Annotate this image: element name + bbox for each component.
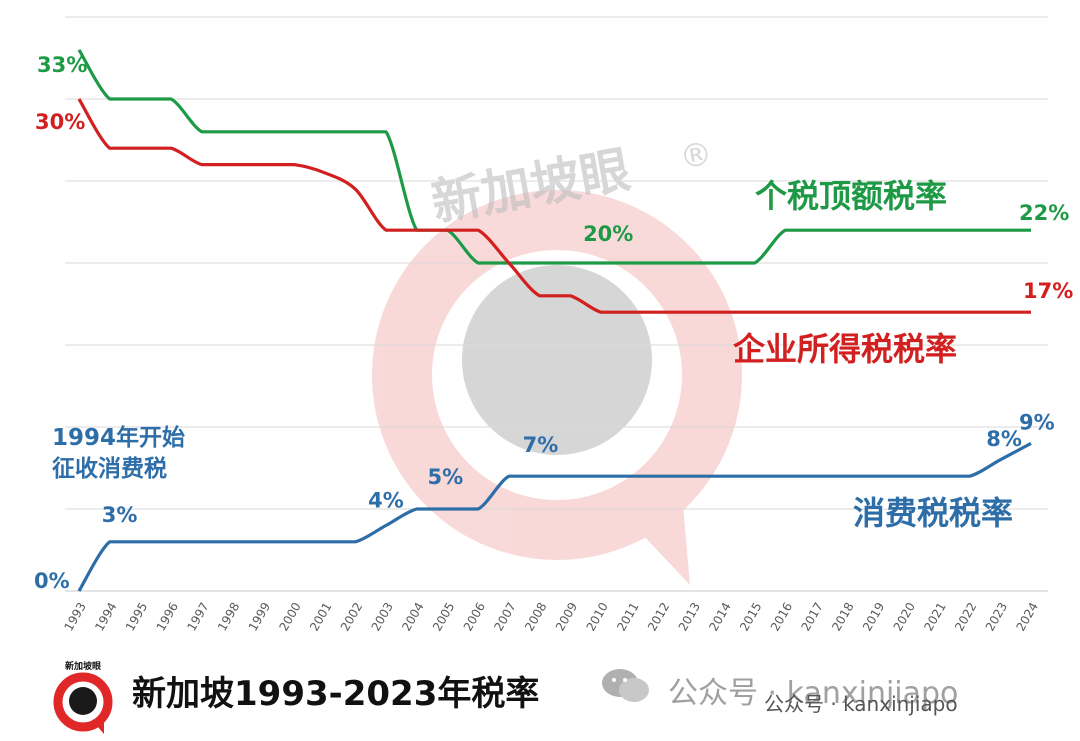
point-label: 0% bbox=[34, 569, 70, 593]
annotation-line-2: 征收消费税 bbox=[52, 455, 167, 482]
watermark-logo bbox=[372, 190, 742, 585]
point-label: 5% bbox=[428, 465, 464, 489]
point-label: 7% bbox=[523, 433, 559, 457]
x-tick-label: 1994 bbox=[92, 600, 119, 633]
x-tick-label: 2008 bbox=[522, 600, 549, 633]
x-tick-label: 2016 bbox=[768, 600, 795, 633]
point-label: 8% bbox=[986, 427, 1022, 451]
footer: 新加坡眼 新加坡1993-2023年税率 公众号 · kanxinjiapo 公… bbox=[0, 648, 1080, 741]
series-line-gst bbox=[77, 441, 1032, 592]
series-label-income-tax: 个税顶额税率 bbox=[755, 177, 947, 215]
x-tick-label: 1999 bbox=[246, 600, 273, 633]
x-tick-label: 2024 bbox=[1013, 600, 1040, 633]
x-tick-label: 2001 bbox=[307, 600, 334, 633]
point-label: 22% bbox=[1019, 201, 1069, 225]
x-tick-label: 2014 bbox=[706, 600, 733, 633]
series-line-corporate-tax bbox=[77, 98, 1031, 314]
x-tick-label: 2013 bbox=[676, 600, 703, 633]
series-label-gst: 消费税税率 bbox=[853, 494, 1013, 532]
x-tick-label: 2011 bbox=[614, 600, 641, 633]
x-tick-label: 2010 bbox=[584, 600, 611, 633]
annotation-line-1: 1994年开始 bbox=[52, 424, 185, 451]
x-tick-label: 2012 bbox=[645, 600, 672, 633]
point-label: 4% bbox=[368, 488, 404, 512]
x-tick-label: 2019 bbox=[860, 600, 887, 633]
footer-title: 新加坡1993-2023年税率 bbox=[132, 674, 540, 714]
logo-icon: 新加坡眼 bbox=[53, 660, 113, 734]
point-label: 20% bbox=[583, 222, 633, 246]
point-labels: 33% 20% 22% 30% 17% 0% 3% 4% 5% 7% 8%9% bbox=[34, 53, 1073, 593]
x-tick-label: 2003 bbox=[369, 600, 396, 633]
watermark-registered-icon: ® bbox=[677, 134, 715, 177]
point-label: 33% bbox=[37, 53, 87, 77]
gridlines bbox=[65, 16, 1048, 592]
point-label: 17% bbox=[1023, 279, 1073, 303]
x-tick-label: 2002 bbox=[338, 600, 365, 633]
x-tick-label: 2017 bbox=[799, 600, 826, 633]
point-label: 30% bbox=[35, 110, 85, 134]
x-tick-label: 2015 bbox=[737, 600, 764, 633]
series-line-income-tax bbox=[77, 48, 1031, 265]
x-tick-label: 2004 bbox=[399, 600, 426, 633]
x-tick-label: 2009 bbox=[553, 600, 580, 633]
x-tick-label: 2006 bbox=[461, 600, 488, 633]
watermark-account: 公众号 · kanxinjiapo bbox=[668, 676, 959, 711]
x-tick-label: 2021 bbox=[921, 600, 948, 633]
x-tick-label: 1996 bbox=[154, 600, 181, 633]
x-tick-label: 1995 bbox=[123, 600, 150, 633]
wechat-icon bbox=[602, 669, 649, 702]
logo-text: 新加坡眼 bbox=[65, 660, 101, 672]
point-label: 3% bbox=[102, 503, 138, 527]
x-axis-ticks: 1993 1994 1995 1996 1997 1998 1999 2000 2001 2002… bbox=[61, 600, 1040, 633]
x-tick-label: 2023 bbox=[983, 600, 1010, 633]
x-tick-label: 1998 bbox=[215, 600, 242, 633]
series-layer bbox=[77, 48, 1032, 592]
series-label-corporate-tax: 企业所得税税率 bbox=[733, 330, 957, 368]
chart: 新加坡眼 ® 1993 1994 1995 1996 1997 1998 1999 2000 2… bbox=[34, 16, 1073, 634]
x-tick-label: 2007 bbox=[491, 600, 518, 633]
x-tick-label: 1993 bbox=[61, 600, 88, 633]
x-tick-label: 2018 bbox=[829, 600, 856, 633]
x-tick-label: 2020 bbox=[891, 600, 918, 633]
watermark-account-small: 公众号 · kanxinjiapo bbox=[764, 692, 958, 716]
x-tick-label: 2005 bbox=[430, 600, 457, 633]
x-tick-label: 2022 bbox=[952, 600, 979, 633]
x-tick-label: 1997 bbox=[184, 600, 211, 633]
x-tick-label: 2000 bbox=[276, 600, 303, 633]
point-label: 9% bbox=[1019, 410, 1055, 434]
